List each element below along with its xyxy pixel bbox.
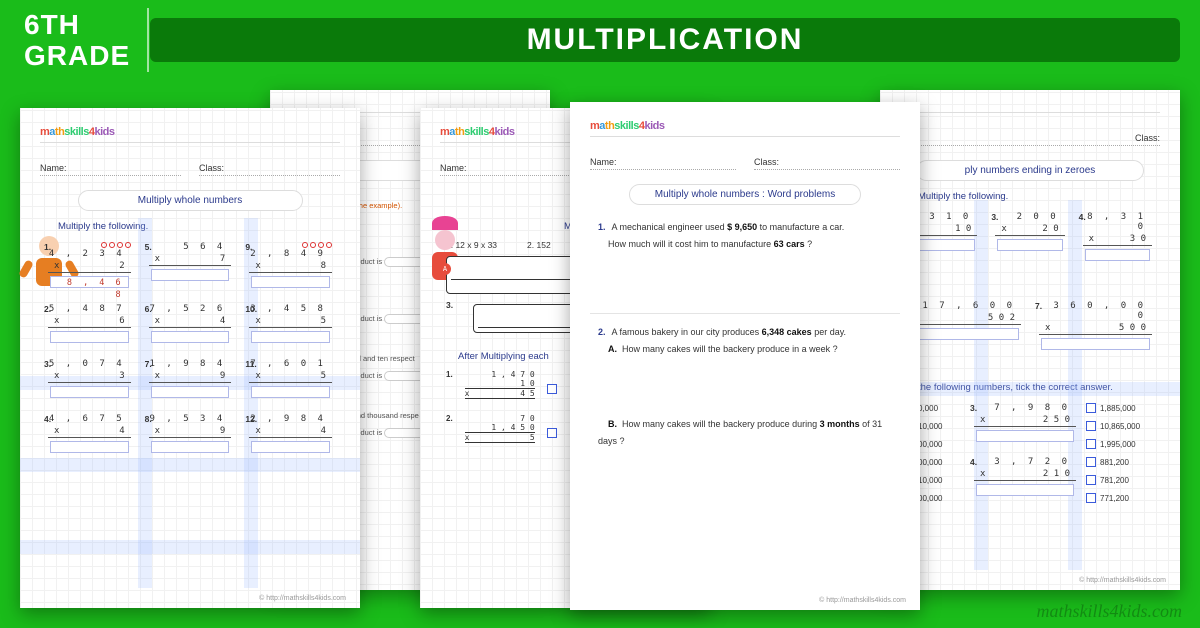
page-title: MULTIPLICATION xyxy=(527,23,804,57)
problem: 5.5 6 4x7 xyxy=(145,240,236,296)
worksheet-stage: Class: ts products. (follow the example)… xyxy=(20,90,1180,618)
problem: 3.5 , 0 7 4x3 xyxy=(44,357,135,406)
problem: 9.2 , 8 4 9x8 xyxy=(245,240,336,296)
brand-logo: mathskills4kids xyxy=(40,126,340,138)
tick-option[interactable]: 10,865,000 xyxy=(1086,421,1156,431)
class-field: Class: xyxy=(900,133,1160,146)
worksheet-zeros: Class: ply numbers ending in zeroes Mult… xyxy=(880,90,1180,590)
class-field: Class: xyxy=(199,163,340,176)
problem: 8.9 , 5 3 4x9 xyxy=(145,412,236,461)
sheet-footer: © http://mathskills4kids.com xyxy=(1079,577,1166,584)
page-header: 6TH GRADE MULTIPLICATION xyxy=(0,0,1200,82)
tick-option[interactable]: 1,995,000 xyxy=(1086,439,1156,449)
lesson-title: Multiply whole numbers : Word problems xyxy=(629,184,862,205)
sheet-footer: © http://mathskills4kids.com xyxy=(819,597,906,604)
lesson-title: ply numbers ending in zeroes xyxy=(916,160,1145,181)
question-2: 2.A famous bakery in our city produces 6… xyxy=(590,320,900,362)
header-divider xyxy=(147,8,149,72)
tick-option[interactable]: 771,200 xyxy=(1086,493,1156,503)
problem: 11.7 , 6 0 1x5 xyxy=(245,357,336,406)
subtitle: Multiply the following. xyxy=(58,221,340,232)
problem: 12.2 , 9 8 4x4 xyxy=(245,412,336,461)
problem: 4.8 , 3 1 0x3 0 xyxy=(1079,210,1156,269)
subtitle: Multiply the following. xyxy=(918,191,1160,202)
problem: 7.3 6 0 , 0 0 0x5 0 0 xyxy=(1035,299,1156,358)
problem: 6.1 7 , 6 0 0x5 0 2 xyxy=(904,299,1025,358)
problem: 4.3 , 7 2 0x2 1 0 xyxy=(970,455,1080,504)
question-1: 1.A mechanical engineer used $ 9,650 to … xyxy=(590,215,900,257)
lesson-title: Multiply whole numbers xyxy=(78,190,303,211)
eq-2: 2. 152 xyxy=(527,240,551,250)
worksheet-word-problems: mathskills4kids Name: Class: Multiply wh… xyxy=(570,102,920,610)
brand-logo: mathskills4kids xyxy=(590,120,900,132)
site-watermark: mathskills4kids.com xyxy=(1037,601,1183,622)
grade-badge: 6TH GRADE xyxy=(0,0,154,84)
problem: 3.2 0 0x2 0 xyxy=(991,210,1068,269)
tick-option[interactable]: 881,200 xyxy=(1086,457,1156,467)
sheet-footer: © http://mathskills4kids.com xyxy=(259,595,346,602)
problem: 4.4 , 6 7 5x4 xyxy=(44,412,135,461)
problem: 3.7 , 9 8 0x2 5 0 xyxy=(970,401,1080,450)
worksheet-multiply: mathskills4kids Name: Class: Multiply wh… xyxy=(20,108,360,608)
question-2b: B. How many cakes will the backery produ… xyxy=(590,412,900,454)
problem: 6.7 , 5 2 6x4 xyxy=(145,302,236,351)
tick-option[interactable]: 1,885,000 xyxy=(1086,403,1156,413)
problem: 10.3 , 4 5 8x5 xyxy=(245,302,336,351)
problem: 2.5 , 4 8 7x6 xyxy=(44,302,135,351)
problem: 7.1 , 9 8 4x9 xyxy=(145,357,236,406)
tick-option[interactable]: 781,200 xyxy=(1086,475,1156,485)
name-field: Name: xyxy=(590,157,736,170)
name-field: Name: xyxy=(40,163,181,176)
class-field: Class: xyxy=(754,157,900,170)
problem: 1.4 , 2 3 4x28 , 4 6 8 xyxy=(44,240,135,296)
title-bar: MULTIPLICATION xyxy=(150,18,1180,62)
